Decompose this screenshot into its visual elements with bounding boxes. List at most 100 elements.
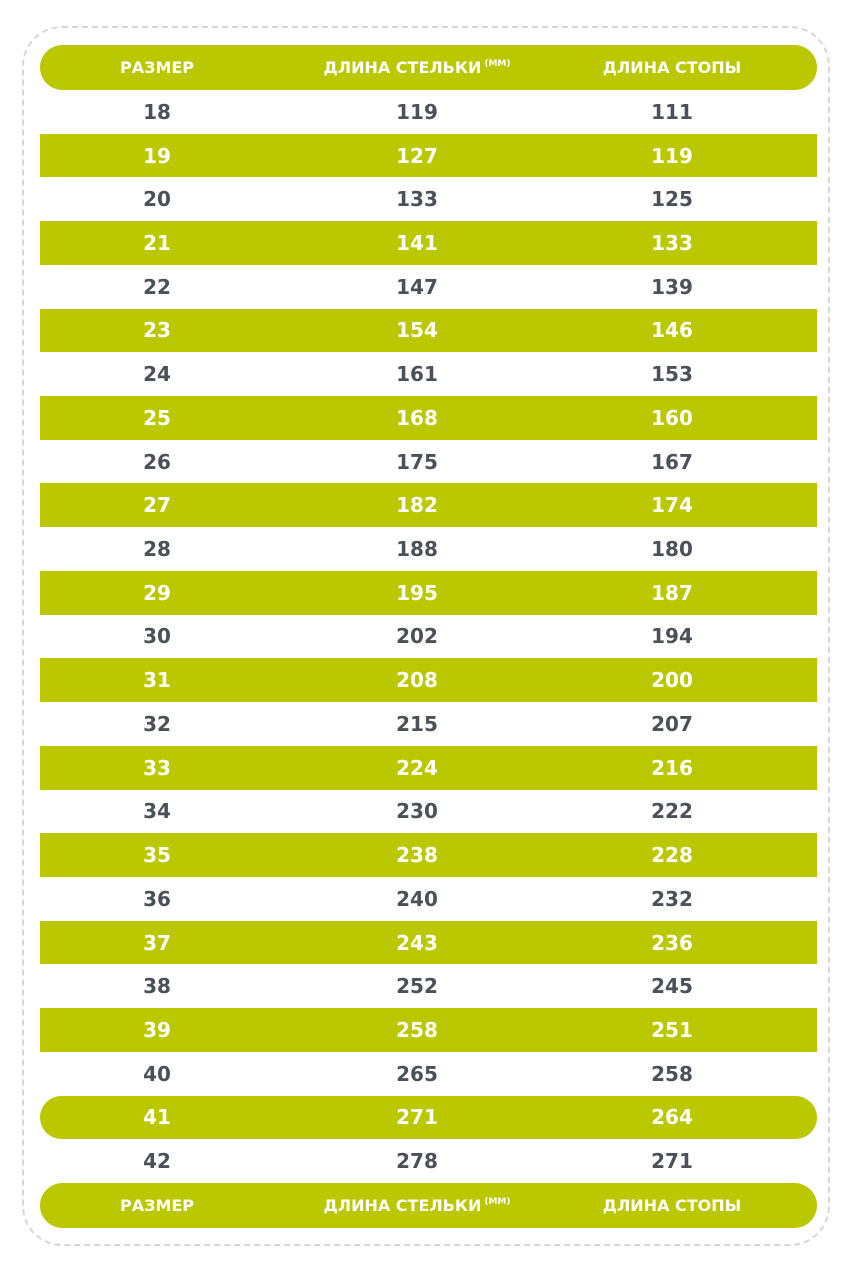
table-row: 38 252 245 <box>40 964 817 1008</box>
header-cell: ДЛИНА СТЕЛЬКИ (ММ) <box>324 45 511 90</box>
table-cell: 35 <box>143 843 171 868</box>
table-cell: 41 <box>143 1105 171 1130</box>
table-cell: 29 <box>143 580 171 605</box>
footer-label: ДЛИНА СТЕЛЬКИ <box>323 1196 482 1215</box>
header-cell: ДЛИНА СТОПЫ <box>603 45 742 90</box>
table-cell: 271 <box>396 1105 438 1130</box>
table-cell: 37 <box>143 930 171 955</box>
table-cell: 243 <box>396 930 438 955</box>
table-cell: 25 <box>143 405 171 430</box>
footer-row: РАЗМЕР ДЛИНА СТЕЛЬКИ (ММ) ДЛИНА СТОПЫ <box>40 1183 817 1228</box>
table-row: 21 141 133 <box>40 221 817 265</box>
table-cell: 127 <box>396 143 438 168</box>
table-cell: 39 <box>143 1017 171 1042</box>
footer-cell: ДЛИНА СТОПЫ <box>603 1183 742 1228</box>
table-cell: 230 <box>396 799 438 824</box>
table-cell: 19 <box>143 143 171 168</box>
table-cell: 141 <box>396 231 438 256</box>
table-cell: 24 <box>143 362 171 387</box>
table-cell: 27 <box>143 493 171 518</box>
table-cell: 258 <box>396 1017 438 1042</box>
table-cell: 264 <box>651 1105 693 1130</box>
table-row: 30 202 194 <box>40 615 817 659</box>
footer-cell: ДЛИНА СТЕЛЬКИ (ММ) <box>324 1183 511 1228</box>
table-cell: 32 <box>143 711 171 736</box>
table-cell: 232 <box>651 886 693 911</box>
table-row: 28 188 180 <box>40 527 817 571</box>
footer-label: ДЛИНА СТОПЫ <box>602 1196 742 1215</box>
table-cell: 161 <box>396 362 438 387</box>
table-cell: 251 <box>651 1017 693 1042</box>
table-cell: 146 <box>651 318 693 343</box>
table-cell: 21 <box>143 231 171 256</box>
table-cell: 20 <box>143 187 171 212</box>
table-cell: 245 <box>651 974 693 999</box>
table-row: 35 238 228 <box>40 833 817 877</box>
table-cell: 208 <box>396 668 438 693</box>
header-label: РАЗМЕР <box>119 58 195 77</box>
table-cell: 133 <box>396 187 438 212</box>
table-cell: 153 <box>651 362 693 387</box>
table-row: 37 243 236 <box>40 920 817 965</box>
table-row: 40 265 258 <box>40 1052 817 1096</box>
table-row: 32 215 207 <box>40 702 817 746</box>
unit: (ММ) <box>484 58 511 69</box>
table-row: 33 224 216 <box>40 745 817 790</box>
table-cell: 200 <box>651 668 693 693</box>
table-cell: 133 <box>651 231 693 256</box>
table-row: 42 278 271 <box>40 1139 817 1183</box>
table-cell: 182 <box>396 493 438 518</box>
table-cell: 26 <box>143 449 171 474</box>
table-row: 41 271 264 <box>40 1095 817 1140</box>
table-cell: 236 <box>651 930 693 955</box>
table-row: 27 182 174 <box>40 483 817 528</box>
table-cell: 228 <box>651 843 693 868</box>
table-cell: 30 <box>143 624 171 649</box>
table-cell: 34 <box>143 799 171 824</box>
table-cell: 167 <box>651 449 693 474</box>
table-cell: 188 <box>396 537 438 562</box>
table-cell: 240 <box>396 886 438 911</box>
table-cell: 216 <box>651 755 693 780</box>
table-cell: 278 <box>396 1149 438 1174</box>
table-cell: 36 <box>143 886 171 911</box>
table-cell: 168 <box>396 405 438 430</box>
table-cell: 18 <box>143 99 171 124</box>
table-cell: 252 <box>396 974 438 999</box>
table-cell: 147 <box>396 274 438 299</box>
table-row: 34 230 222 <box>40 790 817 834</box>
table-cell: 265 <box>396 1061 438 1086</box>
table-cell: 22 <box>143 274 171 299</box>
table-row: 39 258 251 <box>40 1008 817 1052</box>
table-cell: 271 <box>651 1149 693 1174</box>
table-cell: 119 <box>396 99 438 124</box>
table-row: 25 168 160 <box>40 396 817 440</box>
table-cell: 111 <box>651 99 693 124</box>
table-cell: 174 <box>651 493 693 518</box>
table-cell: 238 <box>396 843 438 868</box>
table-cell: 40 <box>143 1061 171 1086</box>
table-row: 29 195 187 <box>40 570 817 615</box>
table-row: 26 175 167 <box>40 440 817 484</box>
table-row: 24 161 153 <box>40 352 817 396</box>
footer-label: РАЗМЕР <box>119 1196 195 1215</box>
table-row: 31 208 200 <box>40 658 817 703</box>
table-cell: 202 <box>396 624 438 649</box>
table-cell: 195 <box>396 580 438 605</box>
table-cell: 28 <box>143 537 171 562</box>
table-cell: 23 <box>143 318 171 343</box>
table-cell: 258 <box>651 1061 693 1086</box>
table-cell: 42 <box>143 1149 171 1174</box>
table-row: 36 240 232 <box>40 877 817 921</box>
table-cell: 160 <box>651 405 693 430</box>
unit: (ММ) <box>484 1196 511 1207</box>
table-cell: 194 <box>651 624 693 649</box>
table-cell: 215 <box>396 711 438 736</box>
header-label: ДЛИНА СТОПЫ <box>602 58 742 77</box>
table-cell: 31 <box>143 668 171 693</box>
footer-cell: РАЗМЕР <box>120 1183 194 1228</box>
table-row: 18 119 111 <box>40 90 817 134</box>
table-cell: 119 <box>651 143 693 168</box>
table-row: 23 154 146 <box>40 308 817 353</box>
